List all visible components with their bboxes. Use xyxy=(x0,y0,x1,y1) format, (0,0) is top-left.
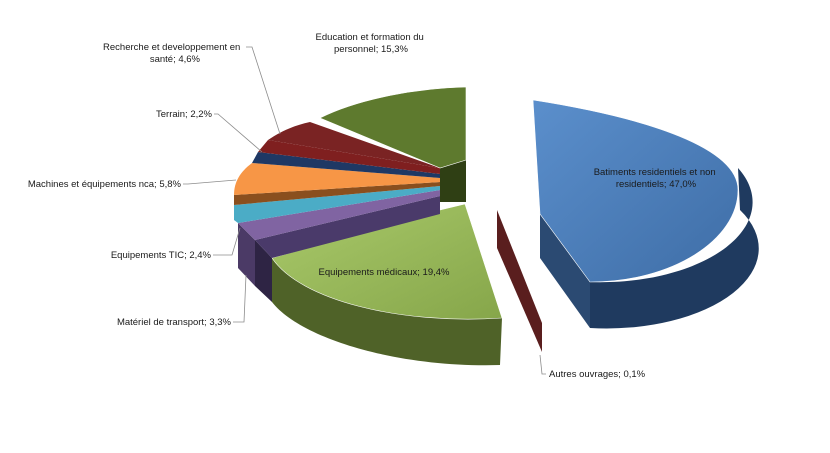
slice-materiel-transport xyxy=(255,196,440,302)
label-autres-ouvrages: Autres ouvrages; 0,1% xyxy=(549,369,646,380)
leader-lines xyxy=(183,46,546,375)
slice-labels: Education et formation du personnel; 15,… xyxy=(28,32,719,380)
slice-batiments xyxy=(532,99,759,329)
slice-equipements-medicaux xyxy=(271,203,503,366)
slice-recherche xyxy=(258,122,440,174)
slice-autres-ouvrages xyxy=(497,210,542,352)
slice-education xyxy=(319,86,467,202)
label-materiel-transport: Matériel de transport; 3,3% xyxy=(117,317,232,328)
slice-terrain xyxy=(252,152,440,178)
slice-equipements-tic xyxy=(238,190,440,286)
label-recherche: Recherche et developpement en santé; 4,6… xyxy=(103,42,243,65)
slice-machines xyxy=(234,163,440,205)
label-equipements-tic: Equipements TIC; 2,4% xyxy=(111,250,212,261)
label-batiments: Batiments residentiels et non residentie… xyxy=(594,167,719,190)
label-equipements-medicaux: Equipements médicaux; 19,4% xyxy=(319,267,451,278)
label-terrain: Terrain; 2,2% xyxy=(156,109,213,120)
label-education: Education et formation du personnel; 15,… xyxy=(316,32,427,55)
slice-cyan xyxy=(234,186,440,223)
label-machines: Machines et équipements nca; 5,8% xyxy=(28,179,182,190)
